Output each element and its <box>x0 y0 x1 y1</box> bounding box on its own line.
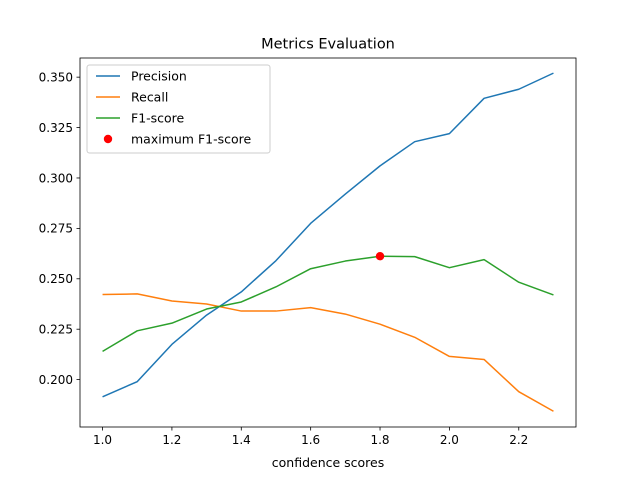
chart-title: Metrics Evaluation <box>261 37 395 53</box>
x-tick-label: 1.8 <box>370 433 389 447</box>
x-axis-label: confidence scores <box>272 455 385 470</box>
legend-label-maximum-f1-score: maximum F1-score <box>131 132 252 147</box>
x-tick-label: 2.2 <box>509 433 528 447</box>
legend-label-f1-score: F1-score <box>131 111 185 126</box>
x-tick-label: 1.4 <box>232 433 251 447</box>
x-tick-label: 1.0 <box>93 433 112 447</box>
y-tick-label: 0.250 <box>39 272 73 286</box>
y-tick-label: 0.300 <box>39 171 73 185</box>
series-line-f1-score <box>102 255 554 353</box>
y-tick-label: 0.225 <box>39 323 73 337</box>
series-line-precision <box>102 72 554 398</box>
x-tick-label: 1.2 <box>162 433 181 447</box>
y-tick-label: 0.275 <box>39 222 73 236</box>
x-tick-label: 2.0 <box>440 433 459 447</box>
legend-swatch-maximum-f1-score <box>103 134 113 144</box>
x-axis: 1.0 1.2 1.4 1.6 1.8 2.0 2.2 <box>93 427 528 447</box>
series-line-recall <box>102 293 554 412</box>
y-tick-label: 0.350 <box>39 70 73 84</box>
y-axis: 0.200 0.225 0.250 0.275 0.300 0.325 0.350 <box>39 70 80 387</box>
legend-label-recall: Recall <box>131 90 168 105</box>
series-lines <box>102 72 554 412</box>
max-f1-marker <box>375 252 385 261</box>
plot-frame <box>79 57 577 428</box>
y-tick-label: 0.325 <box>39 121 73 135</box>
legend: Precision Recall F1-score maximum F1-score <box>86 64 271 154</box>
markers <box>375 252 385 261</box>
legend-box <box>86 64 271 154</box>
x-tick-label: 1.6 <box>301 433 320 447</box>
y-tick-label: 0.200 <box>39 373 73 387</box>
legend-label-precision: Precision <box>131 69 187 84</box>
